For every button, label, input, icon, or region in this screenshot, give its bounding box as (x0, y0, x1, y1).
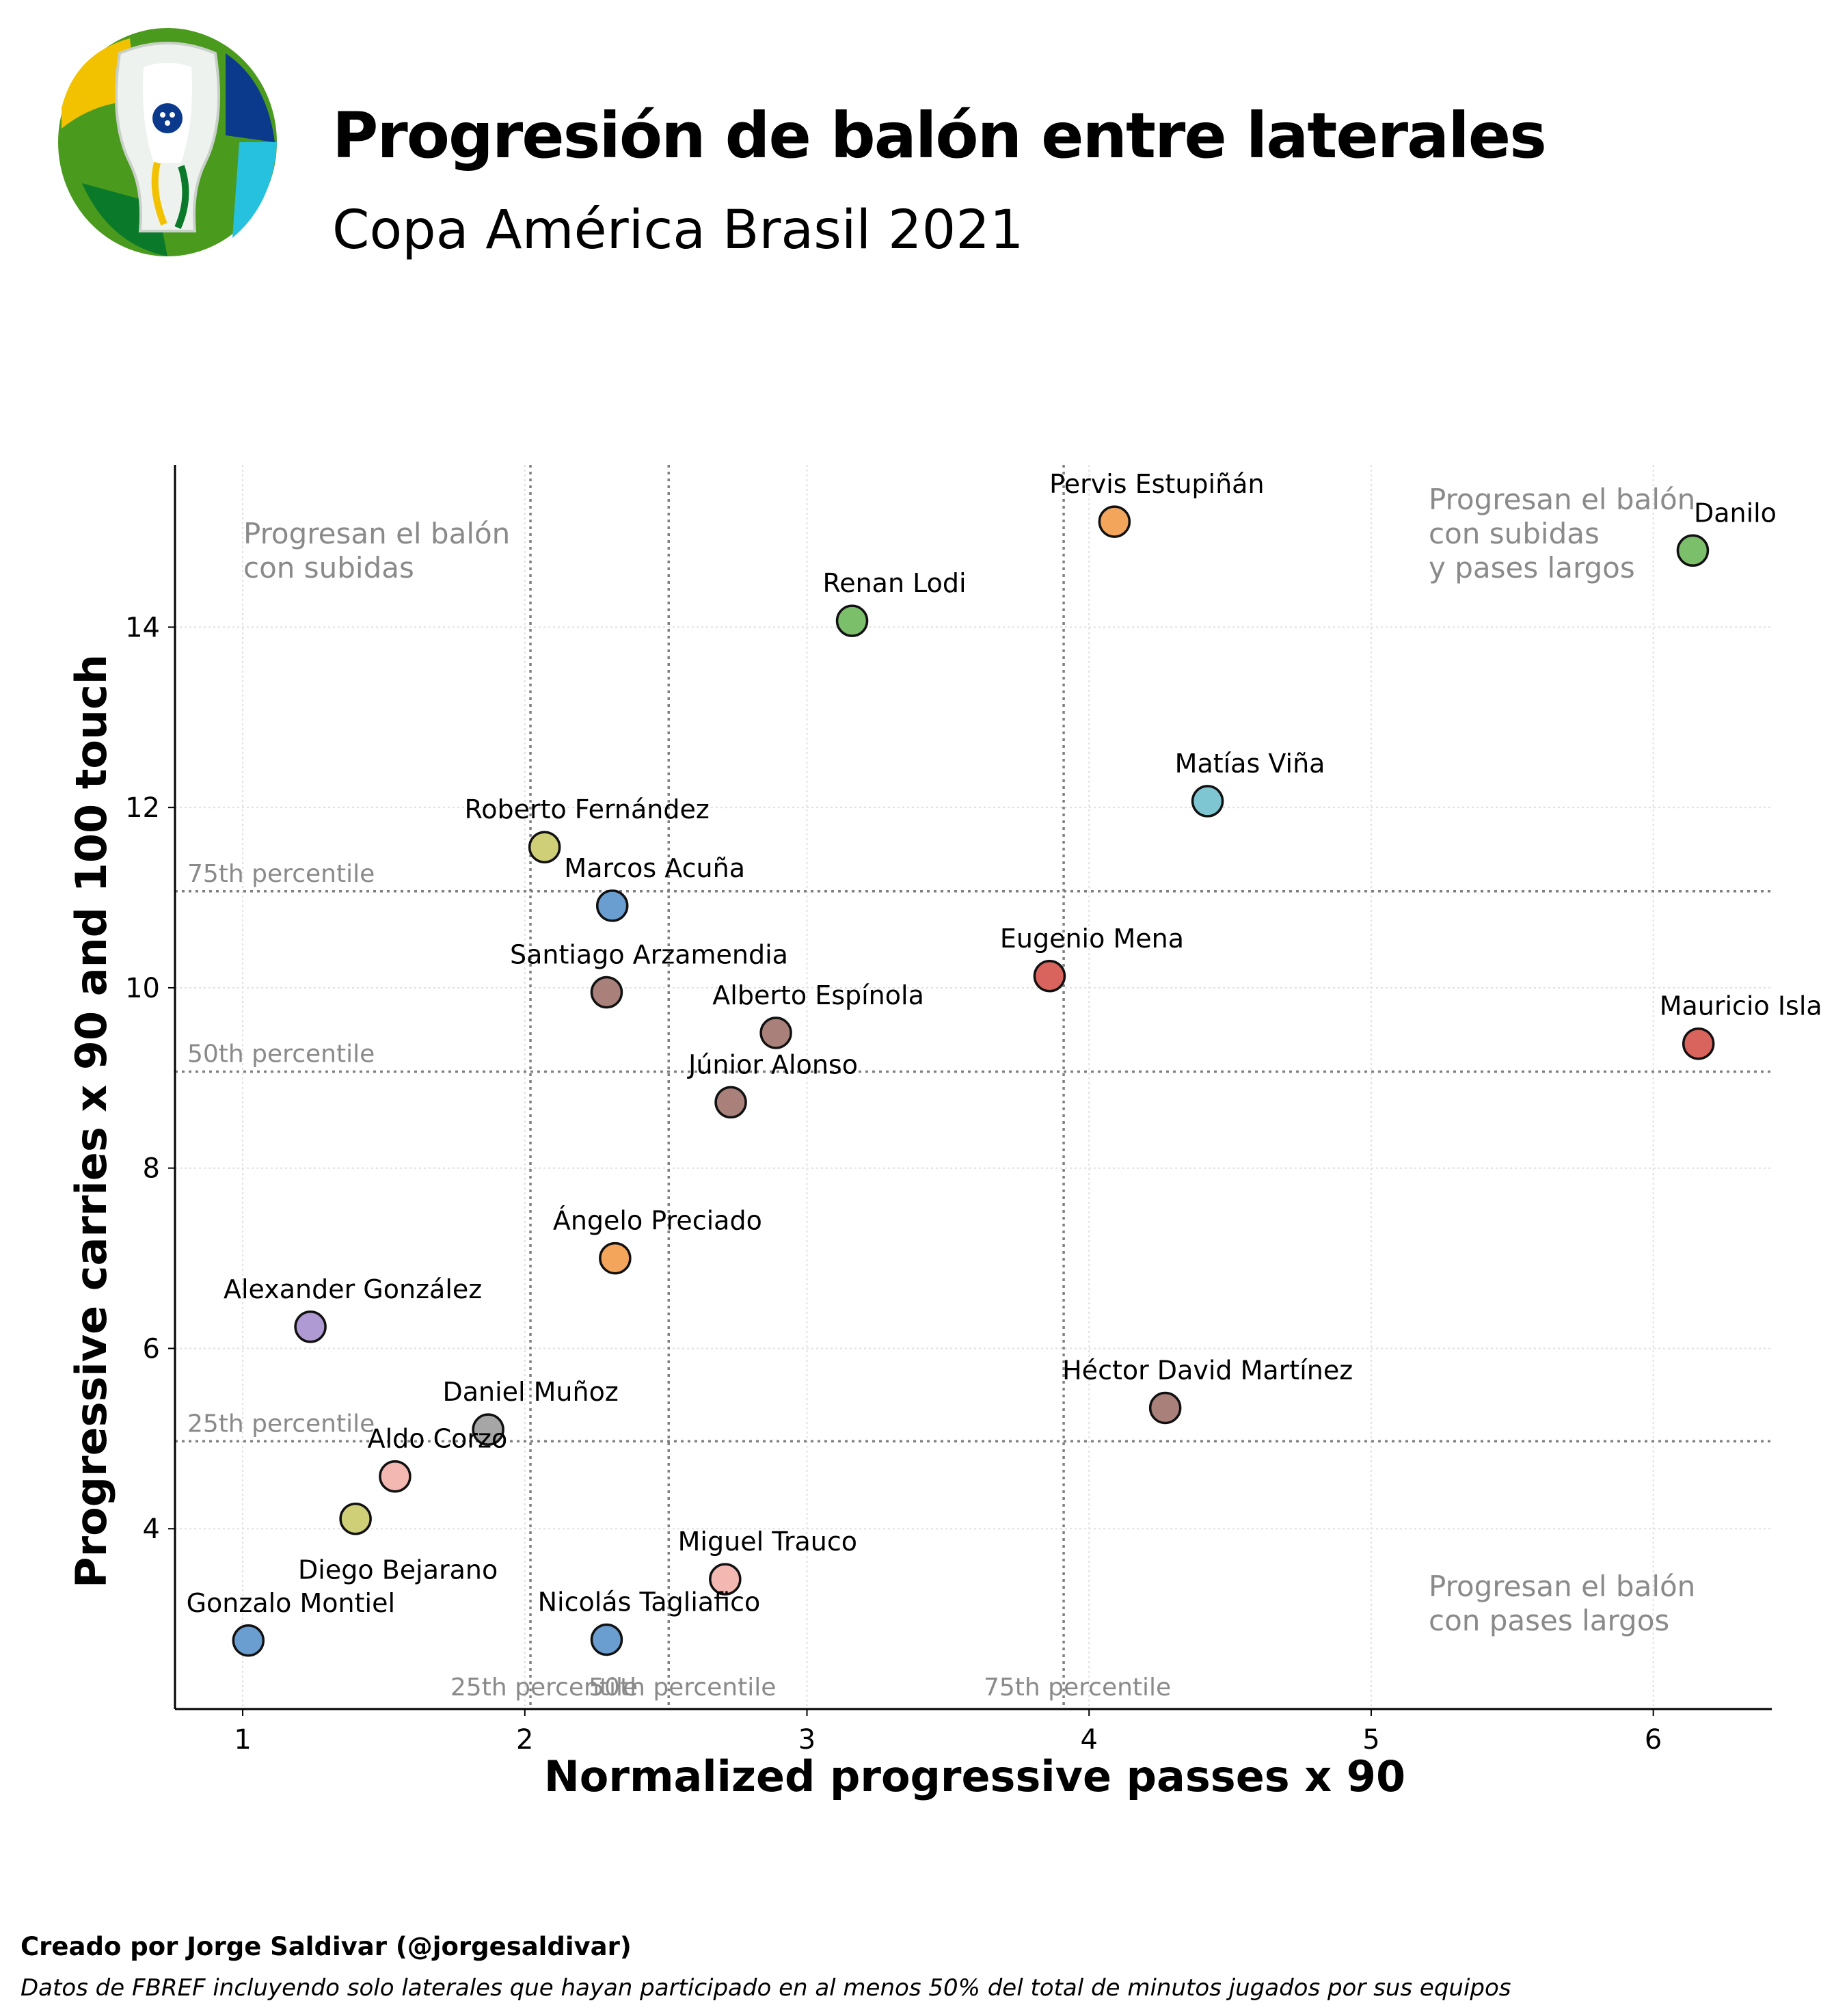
data-point (835, 604, 869, 637)
quadrant-label-line: con subidas (243, 551, 414, 584)
percentile-label-y: 50th percentile (187, 1040, 375, 1069)
x-tick-label: 4 (1080, 1724, 1097, 1756)
data-point (294, 1311, 327, 1343)
data-points (232, 505, 1715, 1657)
x-tick-label: 3 (798, 1724, 815, 1756)
page-title: Progresión de balón entre laterales (332, 99, 1547, 172)
point-label: Miguel Trauco (678, 1527, 857, 1557)
point-label: Júnior Alonso (687, 1049, 858, 1079)
quadrant-label-line: Progresan el balón (1429, 483, 1695, 516)
quadrant-label: Progresan el balón con subidas y pases lar… (1429, 483, 1695, 584)
quadrant-label-line: y pases largos (1429, 551, 1635, 584)
source-note: Datos de FBREF incluyendo solo laterales… (21, 1974, 1511, 2002)
quadrant-label: Progresan el balón con pases largos (1429, 1570, 1695, 1637)
percentile-label-y: 75th percentile (187, 860, 375, 888)
point-label: Alexander González (224, 1274, 482, 1304)
point-label: Héctor David Martínez (1062, 1356, 1353, 1386)
y-tick-label: 8 (143, 1153, 160, 1185)
quadrant-label-line: Progresan el balón (243, 517, 510, 550)
data-point (379, 1460, 412, 1493)
x-tick-label: 2 (516, 1724, 533, 1756)
point-label: Roberto Fernández (465, 794, 710, 824)
percentile-label-x: 25th percentile (450, 1674, 638, 1702)
page-subtitle: Copa América Brasil 2021 (332, 200, 1024, 261)
data-point (1676, 534, 1710, 567)
point-label: Renan Lodi (823, 568, 967, 598)
point-label: Diego Bejarano (298, 1555, 498, 1585)
point-label: Matías Viña (1175, 749, 1325, 779)
percentile-label-x: 75th percentile (984, 1674, 1171, 1702)
data-point (339, 1502, 372, 1535)
data-point (1148, 1391, 1182, 1425)
x-tick-label: 6 (1645, 1724, 1662, 1756)
data-point (528, 831, 561, 863)
credit-line: Creado por Jorge Saldivar (@jorgesaldiva… (21, 1932, 632, 1961)
copa-america-logo (58, 28, 277, 256)
point-label: Ángelo Preciado (553, 1206, 762, 1236)
y-tick-label: 4 (143, 1514, 160, 1545)
point-labels: Pervis Estupiñán Danilo Renan Lodi Matías V… (187, 469, 1822, 1618)
point-label: Aldo Corzo (368, 1424, 508, 1454)
x-tick-label: 5 (1362, 1724, 1379, 1756)
data-point (590, 976, 623, 1009)
x-axis-label: Normalized progressive passes x 90 (544, 1751, 1405, 1801)
point-label: Eugenio Mena (1000, 924, 1184, 954)
data-point (1033, 960, 1066, 993)
data-point (714, 1086, 747, 1119)
point-label: Daniel Muñoz (442, 1377, 618, 1407)
data-point (232, 1624, 265, 1657)
y-tick-label: 12 (125, 792, 160, 824)
point-label: Nicolás Tagliafico (538, 1587, 761, 1617)
quadrant-label-line: con subidas (1429, 517, 1600, 550)
point-label: Marcos Acuña (564, 853, 745, 883)
percentile-label-y: 25th percentile (187, 1410, 375, 1438)
data-point (1682, 1027, 1715, 1060)
data-point (1191, 785, 1224, 818)
point-label: Danilo (1694, 498, 1777, 528)
quadrant-label-line: con pases largos (1429, 1604, 1669, 1637)
data-point (709, 1563, 742, 1596)
y-tick-label: 10 (125, 973, 160, 1004)
data-point (472, 1413, 504, 1446)
grid-lines (175, 465, 1772, 1709)
data-point (590, 1623, 623, 1656)
data-point (1098, 505, 1131, 538)
quadrant-label-line: Progresan el balón (1429, 1570, 1695, 1603)
quadrant-label: Progresan el balón con subidas (243, 517, 510, 584)
y-tick-label: 14 (125, 612, 160, 643)
y-tick-label: 6 (143, 1333, 160, 1365)
y-axis-label: Progressive carries x 90 and 100 touch (66, 654, 116, 1588)
point-label: Gonzalo Montiel (187, 1588, 395, 1618)
point-label: Alberto Espínola (712, 980, 924, 1010)
point-label: Pervis Estupiñán (1049, 469, 1264, 499)
point-label: Santiago Arzamendia (510, 940, 788, 970)
percentile-label-x: 50th percentile (589, 1674, 776, 1702)
data-point (599, 1241, 632, 1275)
data-point (595, 889, 629, 922)
x-tick-label: 1 (234, 1724, 251, 1756)
data-point (759, 1017, 792, 1049)
point-label: Mauricio Isla (1660, 991, 1822, 1021)
